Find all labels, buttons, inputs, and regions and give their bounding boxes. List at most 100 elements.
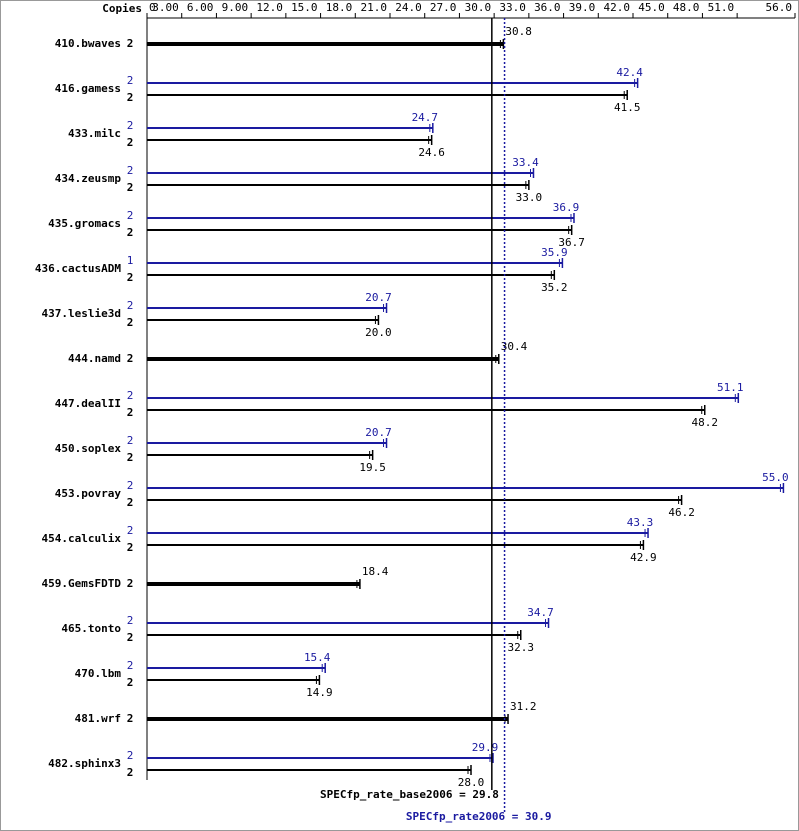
copies-label: 2 <box>127 524 134 537</box>
copies-label: 2 <box>127 226 134 239</box>
copies-label: 2 <box>127 299 134 312</box>
benchmark-name: 436.cactusADM <box>35 262 121 275</box>
benchmark-name: 444.namd <box>68 352 121 365</box>
copies-label: 2 <box>127 676 134 689</box>
value-label: 33.0 <box>516 191 543 204</box>
x-tick-label: 48.0 <box>673 1 700 14</box>
benchmark-name: 465.tonto <box>61 622 121 635</box>
benchmark-name: 434.zeusmp <box>55 172 122 185</box>
x-tick-label: 39.0 <box>569 1 596 14</box>
copies-label: 2 <box>127 316 134 329</box>
x-tick-label: 18.0 <box>326 1 353 14</box>
copies-label: 2 <box>127 631 134 644</box>
reference-label: SPECfp_rate_base2006 = 29.8 <box>320 788 499 801</box>
x-tick-label: 33.0 <box>499 1 526 14</box>
value-label: 28.0 <box>458 776 485 789</box>
benchmark-name: 481.wrf <box>75 712 121 725</box>
value-label: 34.7 <box>527 606 554 619</box>
value-label: 18.4 <box>362 565 389 578</box>
value-label: 42.4 <box>616 66 643 79</box>
copies-label: 2 <box>127 74 134 87</box>
x-tick-label: 12.0 <box>256 1 283 14</box>
value-label: 51.1 <box>717 381 744 394</box>
value-label: 36.7 <box>558 236 585 249</box>
value-label: 30.8 <box>505 25 532 38</box>
value-label: 43.3 <box>627 516 654 529</box>
value-label: 20.0 <box>365 326 392 339</box>
x-tick-label: 27.0 <box>430 1 457 14</box>
copies-label: 2 <box>127 209 134 222</box>
copies-label: 1 <box>127 254 134 267</box>
copies-label: 2 <box>127 479 134 492</box>
value-label: 24.6 <box>418 146 445 159</box>
copies-label: 2 <box>127 496 134 509</box>
value-label: 15.4 <box>304 651 331 664</box>
copies-label: 2 <box>127 406 134 419</box>
copies-label: 2 <box>127 766 134 779</box>
benchmark-name: 433.milc <box>68 127 121 140</box>
copies-label: 2 <box>127 37 134 50</box>
copies-label: 2 <box>127 712 134 725</box>
copies-label: 2 <box>127 434 134 447</box>
x-tick-label: 3.00 <box>152 1 179 14</box>
x-tick-label: 0 <box>149 1 156 14</box>
value-label: 55.0 <box>762 471 789 484</box>
benchmark-name: 453.povray <box>55 487 122 500</box>
benchmark-name: 454.calculix <box>42 532 122 545</box>
x-tick-label: 56.0 <box>766 1 793 14</box>
x-tick-label: 15.0 <box>291 1 318 14</box>
copies-label: 2 <box>127 577 134 590</box>
benchmark-name: 437.leslie3d <box>42 307 121 320</box>
benchmark-name: 435.gromacs <box>48 217 121 230</box>
copies-label: 2 <box>127 352 134 365</box>
value-label: 30.4 <box>501 340 528 353</box>
value-label: 33.4 <box>512 156 539 169</box>
value-label: 48.2 <box>691 416 718 429</box>
copies-label: 2 <box>127 614 134 627</box>
copies-label: 2 <box>127 389 134 402</box>
benchmark-name: 482.sphinx3 <box>48 757 121 770</box>
benchmark-name: 459.GemsFDTD <box>42 577 122 590</box>
copies-label: 2 <box>127 451 134 464</box>
copies-label: 2 <box>127 136 134 149</box>
value-label: 24.7 <box>412 111 439 124</box>
x-tick-label: 45.0 <box>638 1 665 14</box>
value-label: 20.7 <box>365 291 392 304</box>
x-tick-label: 36.0 <box>534 1 561 14</box>
x-tick-label: 51.0 <box>708 1 735 14</box>
copies-label: 2 <box>127 164 134 177</box>
x-tick-label: 24.0 <box>395 1 422 14</box>
x-tick-label: 6.00 <box>187 1 214 14</box>
benchmark-name: 470.lbm <box>75 667 122 680</box>
copies-label: 2 <box>127 541 134 554</box>
benchmark-name: 447.dealII <box>55 397 121 410</box>
copies-label: 2 <box>127 119 134 132</box>
copies-label: 2 <box>127 91 134 104</box>
value-label: 29.9 <box>472 741 499 754</box>
value-label: 32.3 <box>508 641 535 654</box>
value-label: 35.2 <box>541 281 568 294</box>
x-axis-label: Copies <box>102 2 142 15</box>
x-tick-label: 42.0 <box>604 1 631 14</box>
value-label: 36.9 <box>553 201 580 214</box>
x-tick-label: 30.0 <box>465 1 492 14</box>
value-label: 41.5 <box>614 101 641 114</box>
value-label: 46.2 <box>668 506 695 519</box>
benchmark-name: 410.bwaves <box>55 37 121 50</box>
value-label: 20.7 <box>365 426 392 439</box>
benchmark-name: 450.soplex <box>55 442 122 455</box>
x-tick-label: 9.00 <box>222 1 249 14</box>
value-label: 14.9 <box>306 686 333 699</box>
copies-label: 2 <box>127 749 134 762</box>
copies-label: 2 <box>127 271 134 284</box>
x-tick-label: 21.0 <box>361 1 388 14</box>
reference-label: SPECfp_rate2006 = 30.9 <box>406 810 552 823</box>
value-label: 19.5 <box>359 461 386 474</box>
copies-label: 2 <box>127 181 134 194</box>
benchmark-name: 416.gamess <box>55 82 121 95</box>
value-label: 31.2 <box>510 700 537 713</box>
value-label: 35.9 <box>541 246 568 259</box>
copies-label: 2 <box>127 659 134 672</box>
